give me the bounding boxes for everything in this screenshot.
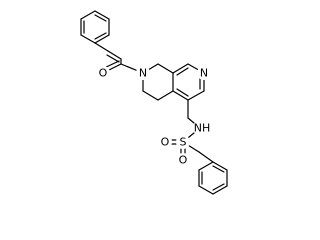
atom-label: S [180,136,187,149]
molecule-diagram: O N N NH O S O [80,10,228,195]
atom-label: O [99,67,108,80]
atom-label: N [139,67,147,80]
atom-label: O [179,154,188,167]
page: {"labels": ["O", "N", "N", "NH", "O", "S… [80,10,228,195]
atom-label: NH [194,122,211,135]
atom-label: O [161,136,170,149]
atom-label: N [200,67,208,80]
bonds [80,10,228,195]
atom-labels: O N N NH O S O [96,66,211,167]
